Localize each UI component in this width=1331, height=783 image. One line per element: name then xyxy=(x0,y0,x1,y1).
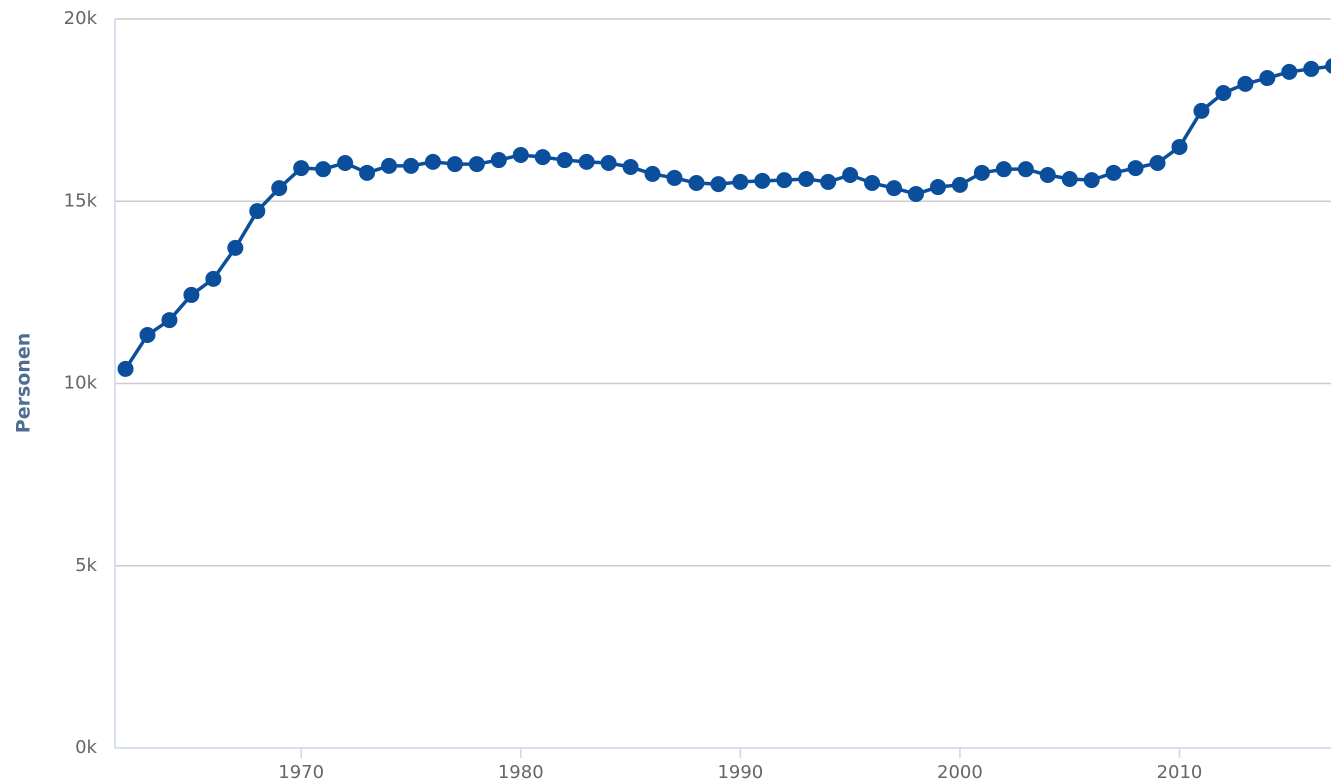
y-tick-label: 0k xyxy=(75,737,97,758)
data-point xyxy=(600,154,617,171)
data-point xyxy=(271,180,288,197)
x-tick-label: 2000 xyxy=(937,762,983,783)
data-point xyxy=(161,312,178,329)
data-point xyxy=(820,173,837,190)
data-point xyxy=(1325,58,1331,74)
data-point xyxy=(1303,60,1320,77)
data-point xyxy=(446,156,463,173)
data-point xyxy=(205,270,222,287)
data-point xyxy=(1215,84,1232,101)
data-point xyxy=(1237,75,1254,92)
data-point xyxy=(1105,164,1122,181)
data-point xyxy=(798,171,815,188)
data-point xyxy=(1061,171,1078,188)
data-point xyxy=(183,286,200,303)
data-point xyxy=(139,327,156,344)
data-point xyxy=(644,165,661,182)
data-point xyxy=(578,153,595,170)
data-point xyxy=(1017,161,1034,178)
data-point xyxy=(908,185,925,202)
data-point xyxy=(995,161,1012,178)
data-point xyxy=(556,152,573,169)
data-point xyxy=(424,153,441,170)
y-tick-label: 15k xyxy=(64,190,98,211)
data-point xyxy=(754,172,771,189)
data-point xyxy=(864,175,881,192)
data-point xyxy=(1259,70,1276,87)
data-point xyxy=(1149,154,1166,171)
data-point xyxy=(951,176,968,193)
data-point xyxy=(315,161,332,178)
data-point xyxy=(776,172,793,189)
data-point xyxy=(359,164,376,181)
data-point xyxy=(732,173,749,190)
data-point xyxy=(1127,160,1144,177)
data-point xyxy=(534,149,551,166)
data-point xyxy=(1171,138,1188,155)
data-point xyxy=(468,156,485,173)
data-point xyxy=(1083,172,1100,189)
data-point xyxy=(666,169,683,186)
data-point xyxy=(710,176,727,193)
y-axis-label: Personen xyxy=(13,333,35,433)
x-tick-label: 1990 xyxy=(717,762,763,783)
x-tick-label: 1980 xyxy=(498,762,544,783)
data-point xyxy=(622,158,639,175)
data-point xyxy=(1281,63,1298,80)
data-point xyxy=(1193,102,1210,119)
data-point xyxy=(337,154,354,171)
data-point xyxy=(973,164,990,181)
y-tick-label: 20k xyxy=(64,8,98,29)
data-point xyxy=(1039,167,1056,184)
y-tick-label: 5k xyxy=(75,555,97,576)
data-point xyxy=(293,160,310,177)
x-tick-label: 2010 xyxy=(1157,762,1203,783)
data-point xyxy=(490,152,507,169)
series-line xyxy=(124,64,1331,370)
data-point xyxy=(886,180,903,197)
x-tick-label: 1970 xyxy=(278,762,324,783)
data-point xyxy=(688,175,705,192)
data-point xyxy=(929,179,946,196)
data-point xyxy=(117,360,134,377)
data-point xyxy=(402,157,419,174)
data-point xyxy=(842,167,859,184)
data-point xyxy=(512,146,529,163)
y-tick-label: 10k xyxy=(64,373,98,394)
data-point xyxy=(381,157,398,174)
data-point xyxy=(249,203,266,220)
data-point xyxy=(227,239,244,256)
